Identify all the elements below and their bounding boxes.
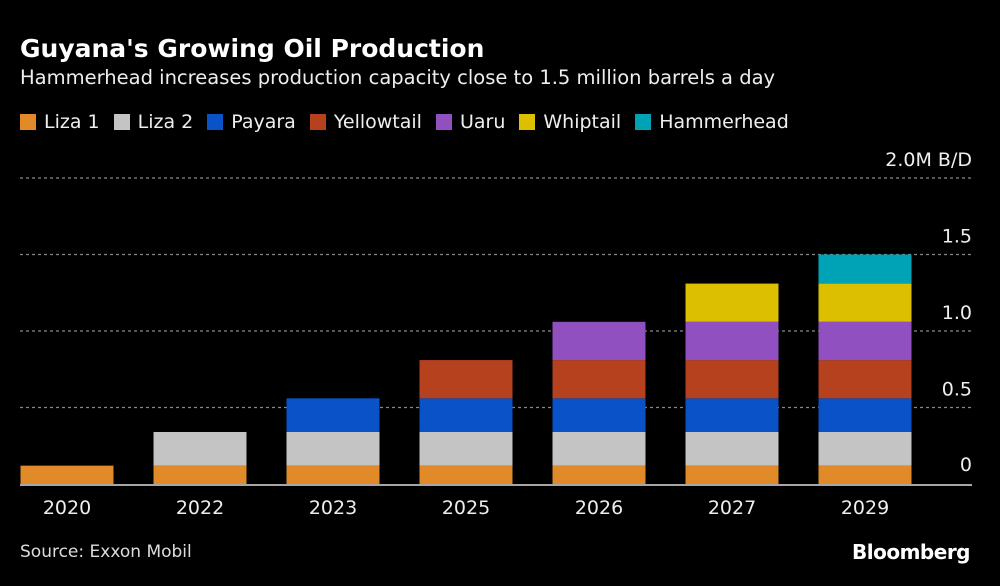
legend-item: Hammerhead xyxy=(635,111,789,133)
x-tick-label: 2029 xyxy=(841,497,889,519)
y-tick-label: 0 xyxy=(960,454,972,476)
bar-segment-whiptail xyxy=(685,283,779,322)
bar-segment-yellowtail xyxy=(419,360,513,399)
bar-segment-yellowtail xyxy=(818,360,912,399)
legend-item: Payara xyxy=(207,111,296,133)
legend-swatch xyxy=(519,114,536,130)
legend-item: Yellowtail xyxy=(309,111,422,133)
y-tick-label: 1.0 xyxy=(942,302,972,324)
bar-segment-payara xyxy=(552,398,646,432)
bar-segment-liza-1 xyxy=(286,465,380,484)
bar-segment-liza-1 xyxy=(153,465,247,484)
bar-segment-liza-2 xyxy=(818,431,912,466)
chart-subtitle: Hammerhead increases production capacity… xyxy=(20,66,776,89)
legend-item: Uaru xyxy=(435,111,506,133)
bar-segment-payara xyxy=(685,398,779,432)
bar-segment-whiptail xyxy=(818,283,912,322)
x-tick-label: 2025 xyxy=(442,497,490,519)
y-tick-label: 2.0M B/D xyxy=(885,149,972,171)
x-tick-label: 2022 xyxy=(176,497,224,519)
bar-segment-uaru xyxy=(552,321,646,361)
source-note: Source: Exxon Mobil xyxy=(20,542,192,562)
bar-segment-yellowtail xyxy=(685,360,779,399)
legend-item: Liza 1 xyxy=(20,111,100,133)
legend-label: Liza 1 xyxy=(44,111,100,133)
bar-segment-liza-1 xyxy=(552,465,646,484)
legend-label: Whiptail xyxy=(543,111,622,133)
legend-label: Hammerhead xyxy=(659,111,789,133)
bloomberg-logo: Bloomberg xyxy=(852,540,970,564)
chart-title: Guyana's Growing Oil Production xyxy=(20,34,485,63)
bar-segment-liza-2 xyxy=(552,431,646,466)
x-tick-label: 2020 xyxy=(43,497,91,519)
legend-label: Uaru xyxy=(459,111,506,133)
legend-item: Whiptail xyxy=(519,111,621,133)
bar-segment-hammerhead xyxy=(818,254,912,284)
bar-segment-liza-1 xyxy=(685,465,779,484)
bar-segment-uaru xyxy=(818,321,912,361)
x-tick-label: 2026 xyxy=(575,497,623,519)
bar-segment-liza-1 xyxy=(818,465,912,484)
x-tick-label: 2027 xyxy=(708,497,756,519)
x-tick-label: 2023 xyxy=(309,497,357,519)
legend-swatch xyxy=(435,114,452,130)
legend: Liza 1 Liza 2 Payara Yellowtail Uaru Whiptail… xyxy=(20,111,789,133)
bar-segment-payara xyxy=(286,398,380,432)
bar-segment-uaru xyxy=(685,321,779,361)
y-tick-label: 0.5 xyxy=(942,379,972,401)
legend-label: Liza 2 xyxy=(137,111,194,133)
legend-swatch xyxy=(113,114,130,130)
y-tick-label: 1.5 xyxy=(942,226,972,248)
legend-item: Liza 2 xyxy=(113,111,194,133)
bar-segment-liza-2 xyxy=(419,431,513,466)
bar-segment-payara xyxy=(419,398,513,432)
bar-segment-liza-1 xyxy=(20,465,114,484)
legend-swatch xyxy=(635,114,652,130)
legend-label: Payara xyxy=(231,111,296,133)
bar-segment-payara xyxy=(818,398,912,432)
bar-segment-liza-2 xyxy=(153,431,247,466)
bar-segment-yellowtail xyxy=(552,360,646,399)
legend-swatch xyxy=(309,114,326,130)
legend-swatch xyxy=(207,114,224,130)
legend-swatch xyxy=(20,114,36,130)
bar-segment-liza-1 xyxy=(419,465,513,484)
bar-segment-liza-2 xyxy=(685,431,779,466)
bar-segment-liza-2 xyxy=(286,431,380,466)
legend-label: Yellowtail xyxy=(333,111,422,133)
